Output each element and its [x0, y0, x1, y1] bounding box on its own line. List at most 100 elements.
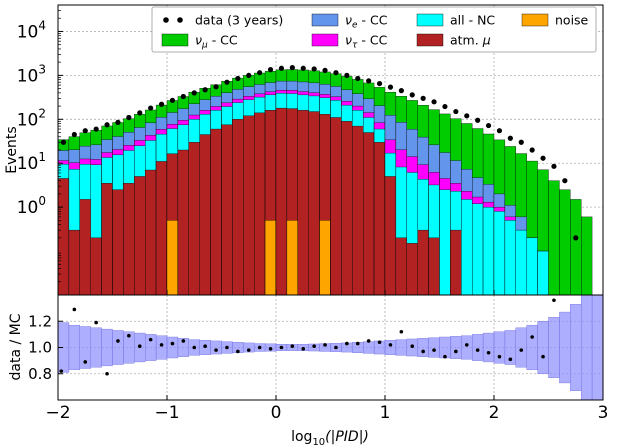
- data-point: [169, 97, 176, 103]
- data-point: [257, 70, 263, 76]
- bar-atm: [308, 111, 320, 296]
- ratio-point: [170, 341, 175, 346]
- ratio-point: [464, 343, 469, 347]
- ratio-point: [552, 298, 556, 303]
- data-point: [409, 92, 415, 98]
- data-point: [82, 128, 88, 134]
- band-bin: [210, 340, 222, 355]
- bar-atm: [373, 142, 386, 296]
- ratio-point: [301, 347, 306, 351]
- ratio-point: [508, 357, 513, 362]
- data-point: [224, 79, 230, 85]
- data-point: [453, 108, 459, 115]
- x-axis-label: log10(|PID|): [291, 429, 369, 447]
- ratio-point: [148, 337, 153, 342]
- ratio-point: [345, 341, 349, 346]
- bar-atm: [79, 199, 91, 296]
- band-bin: [472, 334, 484, 361]
- band-bin: [482, 332, 495, 363]
- legend-label-nue: νe - CC: [345, 13, 388, 31]
- data-point: [333, 70, 339, 76]
- data-point: [485, 122, 492, 129]
- bar-atm: [90, 237, 102, 296]
- legend-swatch-nue: [311, 13, 339, 27]
- data-point: [464, 113, 470, 119]
- bar-atm: [68, 229, 80, 296]
- bar-noise: [319, 220, 331, 296]
- ratio-point: [72, 307, 77, 312]
- histogram-y-ticks: 100 101 102 103 104: [17, 4, 63, 283]
- bar-atm: [232, 119, 244, 296]
- histogram-y-axis-label: Events: [4, 126, 20, 173]
- bar-numu: [581, 216, 593, 296]
- data-point: [93, 126, 99, 132]
- bar-noise: [166, 220, 179, 296]
- band-bin: [68, 324, 81, 371]
- data-point: [518, 139, 524, 145]
- legend: data (3 years) νμ - CC νe - CC ντ - CC all -…: [151, 6, 597, 53]
- ratio-point: [192, 345, 197, 350]
- bar-atm: [101, 183, 113, 296]
- bar-atm: [363, 132, 375, 296]
- histogram-bars: [57, 69, 593, 296]
- ratio-point: [105, 371, 109, 376]
- data-point: [562, 178, 568, 184]
- ratio-point: [519, 348, 524, 352]
- ratio-point: [214, 348, 218, 352]
- ratio-point: [334, 345, 338, 350]
- ratio-point: [388, 343, 393, 347]
- bar-atm: [155, 161, 168, 296]
- band-bin: [591, 294, 604, 401]
- band-bin: [461, 335, 473, 360]
- bar-numu: [548, 180, 560, 296]
- y-tick-label: 0.8: [28, 365, 52, 383]
- ratio-point: [159, 343, 164, 347]
- band-bin: [515, 327, 527, 368]
- bar-atm: [134, 176, 146, 296]
- bar-nc: [493, 211, 506, 296]
- data-point: [202, 87, 208, 93]
- data-point: [540, 155, 546, 161]
- bar-atm: [406, 243, 418, 296]
- bar-atm: [254, 112, 266, 296]
- ratio-point: [246, 348, 251, 352]
- data-point: [507, 135, 513, 141]
- band-bin: [395, 339, 407, 356]
- data-point: [148, 105, 154, 111]
- band-bin: [428, 337, 440, 358]
- legend-label-nc: all - NC: [450, 13, 495, 28]
- x-tick-label: 0: [271, 403, 282, 423]
- data-point: [246, 72, 252, 78]
- bar-nc: [526, 237, 538, 296]
- data-point: [366, 78, 372, 84]
- ratio-point: [443, 354, 447, 359]
- ratio-point: [94, 320, 98, 325]
- ratio-point: [290, 344, 295, 348]
- bar-noise: [286, 220, 298, 296]
- data-point: [355, 75, 361, 82]
- band-bin: [384, 340, 397, 355]
- legend-data-marker: [163, 17, 169, 23]
- band-bin: [559, 311, 571, 384]
- band-bin: [450, 336, 462, 359]
- bar-atm: [450, 229, 462, 296]
- data-point: [267, 67, 274, 73]
- bar-nc: [515, 229, 527, 296]
- data-point: [115, 119, 121, 125]
- ratio-point: [355, 341, 360, 346]
- band-bin: [155, 335, 168, 360]
- band-bin: [112, 330, 124, 365]
- data-point: [475, 117, 481, 123]
- data-point: [104, 122, 110, 128]
- ratio-point: [83, 360, 88, 364]
- ratio-point: [225, 345, 229, 350]
- ratio-point: [486, 350, 491, 355]
- band-bin: [439, 336, 451, 359]
- legend-swatch-numu: [161, 33, 189, 47]
- bar-atm: [341, 121, 353, 296]
- ratio-point: [530, 335, 534, 339]
- ratio-points: [59, 298, 556, 376]
- ratio-point: [279, 345, 284, 350]
- y-tick-label: 104: [17, 18, 46, 42]
- bar-atm: [297, 110, 309, 296]
